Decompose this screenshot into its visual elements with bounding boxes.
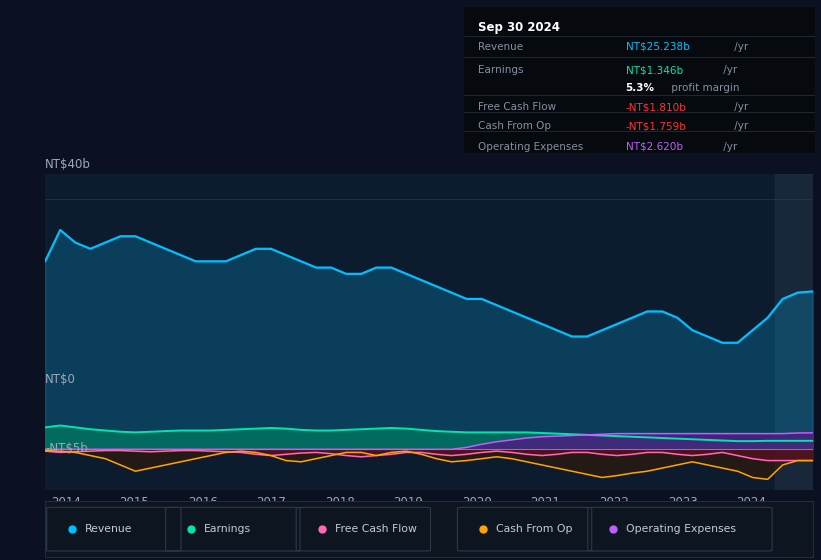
Text: /yr: /yr	[720, 66, 737, 76]
Text: -NT$5b: -NT$5b	[45, 442, 88, 455]
Text: /yr: /yr	[731, 102, 748, 112]
Text: -NT$1.810b: -NT$1.810b	[626, 102, 686, 112]
Text: Revenue: Revenue	[478, 42, 523, 52]
Text: /yr: /yr	[720, 142, 737, 152]
Text: Operating Expenses: Operating Expenses	[478, 142, 583, 152]
Text: Free Cash Flow: Free Cash Flow	[334, 524, 416, 534]
Text: Revenue: Revenue	[85, 524, 132, 534]
Text: /yr: /yr	[731, 42, 748, 52]
Bar	[775, 174, 813, 490]
Text: 5.3%: 5.3%	[626, 83, 654, 93]
Text: NT$40b: NT$40b	[45, 158, 91, 171]
Text: Operating Expenses: Operating Expenses	[626, 524, 736, 534]
Text: NT$1.346b: NT$1.346b	[626, 66, 682, 76]
Text: /yr: /yr	[731, 121, 748, 131]
Text: NT$25.238b: NT$25.238b	[626, 42, 690, 52]
Text: Sep 30 2024: Sep 30 2024	[478, 21, 560, 34]
Text: Earnings: Earnings	[204, 524, 251, 534]
Text: profit margin: profit margin	[667, 83, 739, 93]
Text: Free Cash Flow: Free Cash Flow	[478, 102, 556, 112]
Text: Cash From Op: Cash From Op	[478, 121, 551, 131]
Text: -NT$1.759b: -NT$1.759b	[626, 121, 686, 131]
Text: Cash From Op: Cash From Op	[496, 524, 572, 534]
Text: Earnings: Earnings	[478, 66, 524, 76]
Text: NT$0: NT$0	[45, 374, 76, 386]
Text: NT$2.620b: NT$2.620b	[626, 142, 682, 152]
